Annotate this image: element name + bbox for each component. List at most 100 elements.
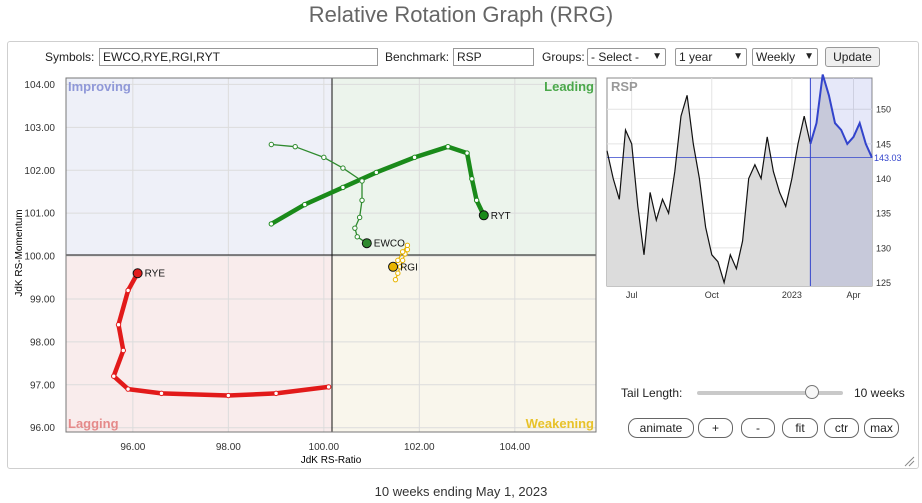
tail-length-slider[interactable] xyxy=(697,385,843,399)
y-tick-label: 101.00 xyxy=(24,209,55,220)
animate-button[interactable]: animate xyxy=(628,418,694,438)
fit-button[interactable]: fit xyxy=(782,418,818,438)
zoom-in-button[interactable]: + xyxy=(698,418,733,438)
y-tick-label: 102.00 xyxy=(24,166,55,177)
chevron-down-icon: ▼ xyxy=(733,51,743,62)
tail-point-ryt xyxy=(473,197,480,203)
series-label-rgi: RGI xyxy=(400,262,418,273)
tail-point-rye xyxy=(225,392,232,399)
tail-point-rgi xyxy=(392,276,399,283)
tail-point-rye xyxy=(273,390,279,397)
y-tick-label: 100.00 xyxy=(24,252,55,263)
max-button[interactable]: max xyxy=(864,418,899,438)
resize-handle-icon[interactable] xyxy=(904,454,915,467)
update-button[interactable]: Update xyxy=(825,47,880,67)
chevron-down-icon: ▼ xyxy=(652,51,662,62)
y-axis-label: JdK RS-Momentum xyxy=(14,209,25,296)
y-tick-label: 98.00 xyxy=(30,337,55,348)
inset-x-tick-label: Jul xyxy=(626,290,638,300)
inset-area xyxy=(607,74,872,286)
quadrant-label-weakening: Weakening xyxy=(526,416,594,431)
series-label-rye: RYE xyxy=(145,269,166,280)
head-point-ryt[interactable] xyxy=(478,210,489,221)
tail-point-ryt xyxy=(268,221,275,227)
period-select[interactable]: 1 year ▼ xyxy=(675,48,747,66)
tail-point-ryt xyxy=(411,154,418,161)
x-tick-label: 98.00 xyxy=(216,442,241,453)
center-button[interactable]: ctr xyxy=(824,418,859,438)
y-tick-label: 96.00 xyxy=(30,423,55,434)
tail-point-ewco xyxy=(340,165,346,171)
groups-select[interactable]: - Select - ▼ xyxy=(587,48,666,66)
tail-line-ryt xyxy=(269,144,487,227)
price-inset: 143.03 RSP 150 145 140 135 130 125 Jul Oct 2023… xyxy=(606,74,902,300)
tail-line-rye xyxy=(111,270,331,398)
head-point-rye[interactable] xyxy=(132,268,143,279)
tail-point-ewco xyxy=(292,143,298,150)
tail-point-rgi xyxy=(399,249,406,255)
inset-y-tick-label: 135 xyxy=(876,209,891,219)
frequency-select-value: Weekly xyxy=(756,50,796,64)
tail-point-ewco xyxy=(354,234,360,240)
inset-tail-line xyxy=(809,74,873,159)
inset-last-value-label: 143.03 xyxy=(874,153,902,163)
quadrant-leading xyxy=(332,78,596,255)
x-tick-label: 104.00 xyxy=(500,442,531,453)
tail-point-rye xyxy=(111,373,117,379)
inset-y-tick-label: 140 xyxy=(876,174,891,184)
footer-caption: 10 weeks ending May 1, 2023 xyxy=(374,484,548,499)
tail-point-ryt xyxy=(373,169,380,176)
quadrant-improving xyxy=(66,78,332,255)
tail-point-ewco xyxy=(359,197,365,203)
tail-point-rye xyxy=(125,386,131,392)
tail-point-ryt xyxy=(302,201,308,208)
inset-x-tick-label: 2023 xyxy=(782,290,802,300)
period-select-value: 1 year xyxy=(679,50,713,64)
tail-point-ryt xyxy=(445,143,451,150)
series-label-ewco: EWCO xyxy=(374,239,405,250)
benchmark-label: Benchmark: xyxy=(385,50,450,64)
inset-y-tick-label: 130 xyxy=(876,243,891,253)
tail-point-ewco xyxy=(359,178,365,184)
benchmark-input[interactable]: RSP xyxy=(453,48,534,66)
symbols-input[interactable]: EWCO,RYE,RGI,RYT xyxy=(99,48,378,66)
inset-y-tick-label: 145 xyxy=(876,139,891,149)
tail-point-rgi xyxy=(395,257,401,264)
tail-point-ryt xyxy=(469,176,475,182)
tail-point-rgi xyxy=(404,242,411,249)
tail-point-rye xyxy=(158,390,165,397)
tail-length-label: Tail Length: xyxy=(621,386,683,400)
inset-y-tick-label: 150 xyxy=(876,105,891,115)
tail-point-rgi xyxy=(395,270,401,276)
quadrant-lagging xyxy=(66,255,332,432)
quadrant-label-improving: Improving xyxy=(68,79,131,94)
inset-title: RSP xyxy=(611,79,638,94)
frequency-select[interactable]: Weekly ▼ xyxy=(752,48,818,66)
chevron-down-icon: ▼ xyxy=(804,51,814,62)
head-point-ewco[interactable] xyxy=(361,238,372,249)
inset-x-tick-label: Oct xyxy=(705,290,720,300)
head-point-rgi[interactable] xyxy=(388,261,399,272)
y-tick-label: 99.00 xyxy=(30,294,55,305)
series-label-ryt: RYT xyxy=(491,211,511,222)
tail-length-slider-handle[interactable] xyxy=(805,385,820,399)
quadrant-label-leading: Leading xyxy=(544,79,594,94)
rrg-series: RYT EWCO RYE RGI xyxy=(111,141,511,399)
inset-price-line xyxy=(606,95,811,285)
inset-y-tick-label: 125 xyxy=(876,278,891,288)
inset-x-tick-label: Apr xyxy=(847,290,861,300)
x-tick-label: 100.00 xyxy=(309,442,340,453)
rrg-frame xyxy=(65,77,597,433)
x-tick-label: 102.00 xyxy=(404,442,435,453)
quadrant-label-lagging: Lagging xyxy=(68,416,119,431)
x-tick-label: 96.00 xyxy=(120,442,145,453)
quadrant-weakening xyxy=(332,255,596,432)
tail-point-ryt xyxy=(464,150,470,156)
y-tick-label: 104.00 xyxy=(24,80,55,91)
tail-point-rye xyxy=(115,322,122,328)
tail-point-rye xyxy=(125,287,131,294)
y-tick-label: 103.00 xyxy=(24,123,55,134)
tail-point-ewco xyxy=(268,141,275,148)
zoom-out-button[interactable]: - xyxy=(741,418,775,438)
